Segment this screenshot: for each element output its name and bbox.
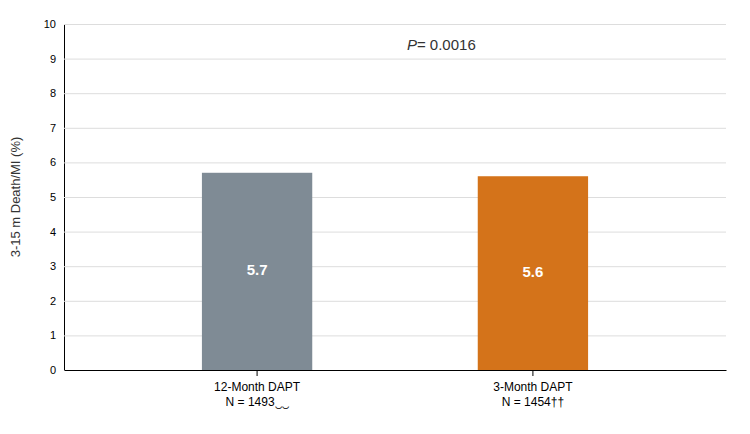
x-tick: 3-Month DAPTN = 1454†† — [493, 370, 573, 409]
y-tick: 1 — [50, 329, 726, 341]
grid-line — [64, 301, 726, 302]
x-tick-label-line: 3-Month DAPT — [493, 380, 573, 394]
grid-line — [64, 24, 726, 25]
grid-line — [64, 266, 726, 267]
y-tick-label: 10 — [44, 18, 56, 30]
data-label: 5.6 — [522, 263, 543, 280]
data-label: 5.7 — [247, 261, 268, 278]
y-tick-label: 7 — [50, 122, 56, 134]
grid-line — [64, 232, 726, 233]
y-tick: 2 — [50, 295, 726, 307]
grid-line — [64, 59, 726, 60]
x-axis: 12-Month DAPTN = 1493‿‿3-Month DAPTN = 1… — [65, 370, 727, 409]
annotation-part: P — [407, 36, 417, 53]
y-tick-label: 2 — [50, 295, 56, 307]
x-tick-line — [532, 370, 533, 376]
grid-line — [64, 197, 726, 198]
x-tick-label-line: N = 1493‿‿ — [226, 395, 290, 409]
y-tick-label: 4 — [50, 226, 56, 238]
y-tick: 8 — [50, 87, 726, 99]
annotation: P= 0.0016 — [407, 36, 476, 53]
y-tick-label: 1 — [50, 329, 56, 341]
y-tick: 7 — [50, 122, 726, 134]
x-tick-line — [257, 370, 258, 376]
y-tick: 5 — [50, 191, 726, 203]
grid-line — [64, 128, 726, 129]
grid-line — [64, 93, 726, 94]
x-tick-label-line: N = 1454†† — [502, 395, 564, 409]
chart-container: 0 1 2 3 4 5 6 7 8 9 10 12-Month DAPTN = 1493‿‿ 3-Mon… — [0, 0, 750, 434]
y-tick-label: 0 — [50, 364, 56, 376]
data-labels: 5.7 5.6 — [247, 261, 544, 280]
x-tick: 12-Month DAPTN = 1493‿‿ — [214, 370, 301, 409]
plot-area: 0 1 2 3 4 5 6 7 8 9 10 12-Month DAPTN = 1493‿‿ 3-Mon… — [8, 18, 727, 409]
y-axis-title: 3-15 m Death/MI (%) — [8, 137, 23, 258]
bars — [202, 173, 588, 370]
y-tick: 10 — [44, 18, 726, 30]
y-tick-label: 9 — [50, 53, 56, 65]
y-axis-line — [65, 25, 727, 371]
y-axis: 0 1 2 3 4 5 6 7 8 9 10 — [44, 18, 726, 376]
x-tick-label-line: 12-Month DAPT — [214, 380, 301, 394]
y-tick-label: 8 — [50, 87, 56, 99]
y-tick-label: 5 — [50, 191, 56, 203]
y-tick: 0 — [50, 364, 726, 376]
y-tick: 3 — [50, 260, 726, 272]
y-tick: 9 — [50, 53, 726, 65]
x-tick-label: 12-Month DAPTN = 1493‿‿ — [214, 380, 301, 410]
x-axis-line — [65, 370, 727, 371]
annotation-part: = 0.0016 — [417, 36, 476, 53]
x-tick-label: 3-Month DAPTN = 1454†† — [493, 380, 573, 410]
y-tick: 6 — [50, 156, 726, 168]
grid-line — [64, 370, 726, 371]
bar — [478, 176, 588, 370]
y-tick-label: 3 — [50, 260, 56, 272]
y-tick-label: 6 — [50, 156, 56, 168]
chart-svg: 0 1 2 3 4 5 6 7 8 9 10 12-Month DAPTN = 1493‿‿ 3-Mon… — [0, 0, 750, 434]
grid-line — [64, 162, 726, 163]
y-tick: 4 — [50, 226, 726, 238]
grid-line — [64, 335, 726, 336]
bar — [202, 173, 312, 370]
